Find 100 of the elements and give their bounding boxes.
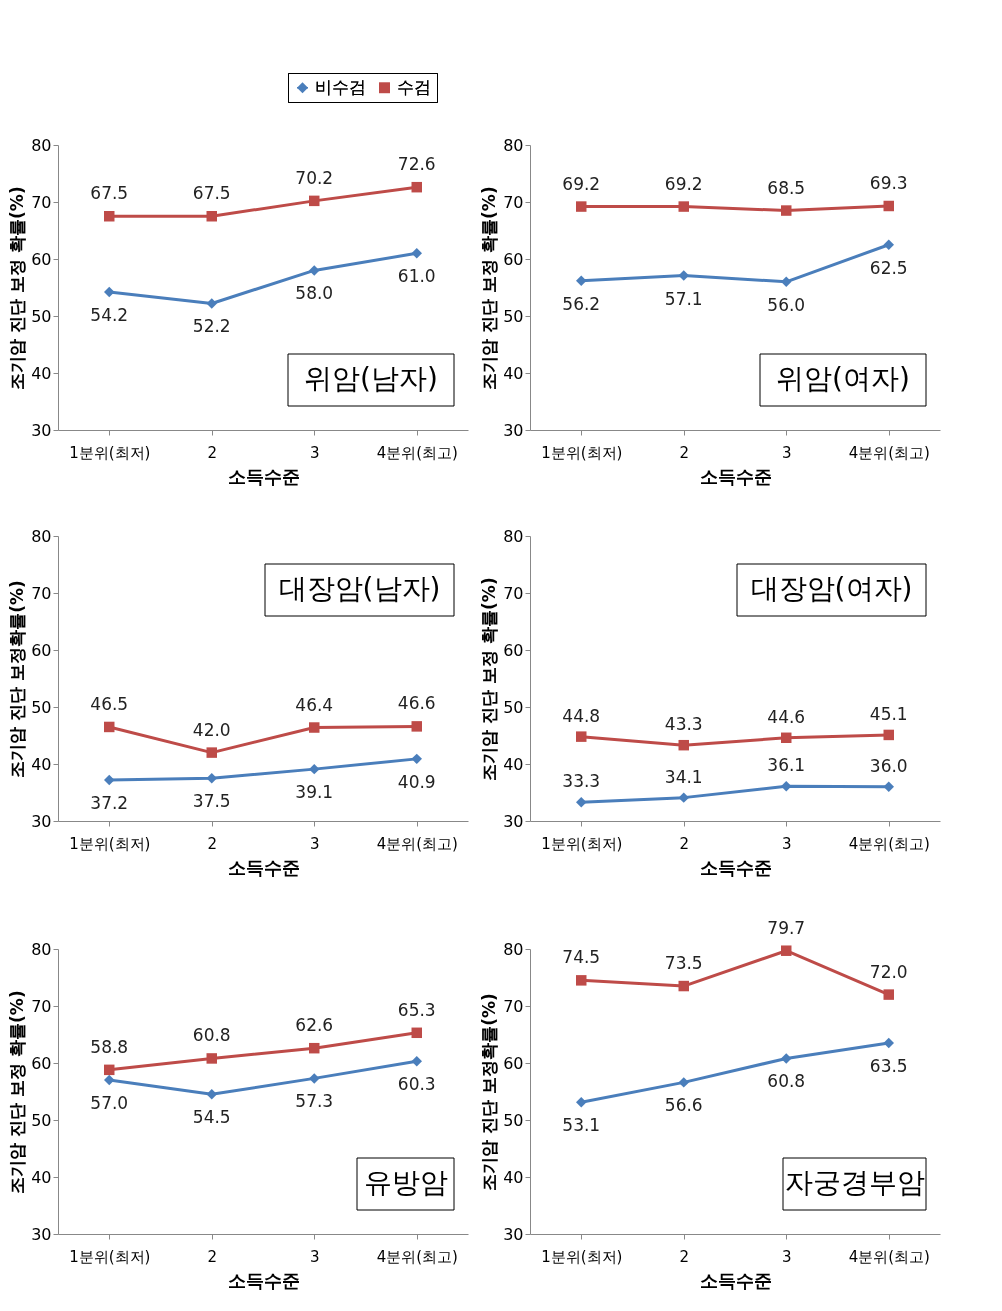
y-tick-label: 50 <box>503 697 524 717</box>
x-tick-label: 2 <box>207 834 218 853</box>
data-label: 72.0 <box>869 961 908 982</box>
x-axis-title: 소득수준 <box>227 1269 300 1291</box>
data-label: 37.5 <box>192 791 231 812</box>
data-label: 69.2 <box>664 173 703 194</box>
point <box>883 729 894 741</box>
y-tick-label: 30 <box>31 1224 52 1244</box>
y-tick-label: 70 <box>503 192 524 212</box>
text: 대장암(남자) <box>278 572 441 605</box>
x-tick-label: 2 <box>207 1247 218 1266</box>
y-tick-label: 60 <box>31 249 52 269</box>
point <box>206 773 217 784</box>
point <box>576 275 587 286</box>
data-label: 44.8 <box>562 705 601 726</box>
point <box>309 195 320 207</box>
point <box>883 200 894 212</box>
data-label: 57.0 <box>90 1093 129 1114</box>
data-label: 56.2 <box>562 293 601 314</box>
y-tick-label: 40 <box>31 1167 52 1187</box>
data-label: 58.0 <box>295 283 334 304</box>
x-tick-label: 2 <box>207 443 218 462</box>
point <box>104 1064 115 1076</box>
data-label: 54.5 <box>192 1107 231 1128</box>
point <box>309 722 320 733</box>
legend-label: 수검 <box>397 76 431 97</box>
data-label: 45.1 <box>869 703 908 724</box>
point <box>576 1097 587 1108</box>
y-tick-label: 70 <box>31 996 52 1016</box>
data-label: 43.3 <box>664 714 703 735</box>
point <box>411 1027 422 1039</box>
point <box>206 747 217 758</box>
data-label: 44.6 <box>767 706 806 727</box>
text: 유방암 <box>363 1166 448 1199</box>
data-label: 72.6 <box>397 154 436 175</box>
point <box>678 201 689 212</box>
y-tick-label: 50 <box>31 306 52 326</box>
point <box>883 989 894 1000</box>
y-tick-label: 60 <box>31 1053 52 1073</box>
y-axis-title: 조기암 진단 보정확률(%) <box>7 580 28 778</box>
x-tick-label: 2 <box>679 1247 690 1266</box>
y-tick-label: 40 <box>503 363 524 383</box>
y-tick-label: 70 <box>503 996 524 1016</box>
data-label: 73.5 <box>664 953 703 974</box>
x-tick-label: 4분위(최고) <box>848 1247 930 1266</box>
x-axis-title: 소득수준 <box>699 465 772 487</box>
point <box>411 181 422 193</box>
point <box>206 211 217 222</box>
point <box>104 1074 115 1086</box>
data-label: 69.2 <box>562 173 601 194</box>
y-tick-label: 50 <box>503 1110 524 1130</box>
y-tick-label: 30 <box>503 811 524 831</box>
point <box>678 739 689 751</box>
x-tick-label: 2 <box>679 443 690 462</box>
point <box>781 732 792 744</box>
x-axis-title: 소득수준 <box>699 856 772 878</box>
y-axis-title: 조기암 진단 보정 확률(%) <box>7 990 28 1194</box>
x-tick-label: 1분위(최저) <box>541 834 623 853</box>
x-tick-label: 3 <box>309 443 320 462</box>
text: 대장암(여자) <box>750 572 913 605</box>
point <box>883 239 894 250</box>
y-tick-label: 80 <box>503 135 524 155</box>
y-tick-label: 80 <box>31 526 52 546</box>
y-axis-title: 조기암 진단 보정 확률(%) <box>7 186 28 390</box>
point <box>576 201 587 212</box>
data-label: 68.5 <box>767 177 806 198</box>
data-label: 62.5 <box>869 257 908 278</box>
x-tick-label: 3 <box>781 443 792 462</box>
data-label: 46.4 <box>295 694 334 715</box>
y-tick-label: 30 <box>31 420 52 440</box>
y-tick-label: 80 <box>503 526 524 546</box>
point <box>576 731 587 742</box>
x-tick-label: 4분위(최고) <box>376 834 458 853</box>
y-tick-label: 70 <box>503 583 524 603</box>
data-label: 70.2 <box>295 167 334 188</box>
point <box>781 945 792 956</box>
data-label: 60.3 <box>397 1074 436 1095</box>
point <box>309 1042 320 1054</box>
y-tick-label: 80 <box>31 135 52 155</box>
point <box>104 211 115 222</box>
point <box>206 298 217 309</box>
data-label: 53.1 <box>562 1115 601 1136</box>
y-tick-label: 60 <box>503 640 524 660</box>
point <box>411 1056 422 1067</box>
y-tick-label: 70 <box>31 583 52 603</box>
point <box>883 781 894 793</box>
data-label: 36.1 <box>767 755 806 776</box>
y-tick-label: 80 <box>503 939 524 959</box>
x-tick-label: 3 <box>309 834 320 853</box>
y-tick-label: 50 <box>503 306 524 326</box>
data-label: 60.8 <box>767 1071 806 1092</box>
data-label: 37.2 <box>90 792 129 813</box>
y-tick-label: 30 <box>503 420 524 440</box>
point <box>576 796 587 808</box>
data-label: 60.8 <box>192 1025 231 1046</box>
point <box>104 286 115 298</box>
data-label: 61.0 <box>397 266 436 287</box>
x-tick-label: 3 <box>781 834 792 853</box>
point <box>411 248 422 259</box>
x-tick-label: 3 <box>781 1247 792 1266</box>
